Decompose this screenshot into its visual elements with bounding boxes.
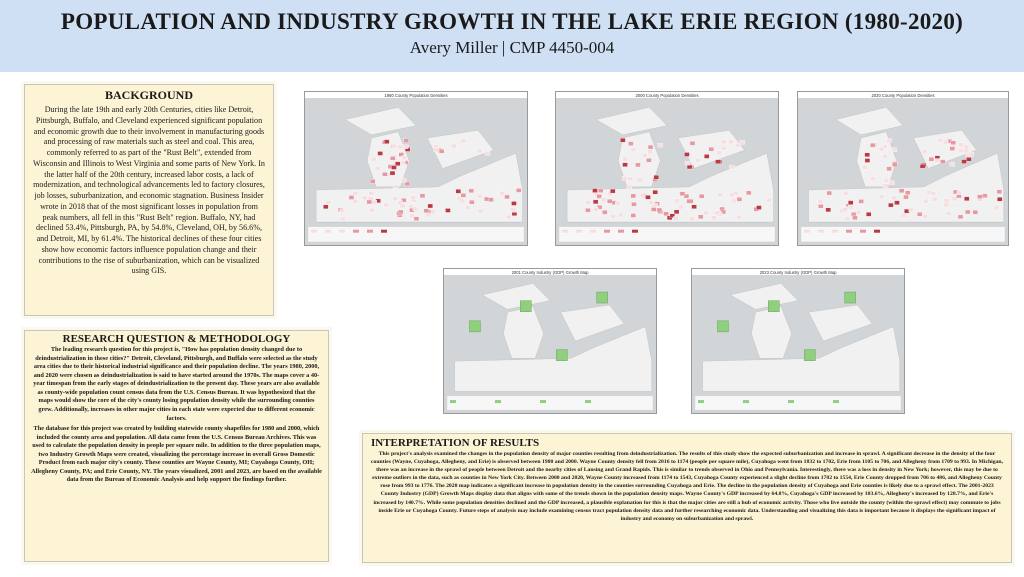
map-2023-title: 2023 County Industry (GDP) Growth Map — [759, 270, 837, 275]
research-section: RESEARCH QUESTION & METHODOLOGY The lead… — [24, 330, 329, 562]
map-graphic — [305, 98, 527, 245]
map-2001-gdp: 2001 County Industry (GDP) Growth Map — [443, 268, 657, 414]
map-2023-gdp: 2023 County Industry (GDP) Growth Map — [691, 268, 905, 414]
map-graphic — [556, 98, 778, 245]
map-1980-title: 1980 County Population Densities — [384, 93, 448, 98]
research-heading: RESEARCH QUESTION & METHODOLOGY — [62, 333, 291, 345]
map-2020-population: 2020 County Population Densities — [797, 91, 1009, 246]
map-2001-title: 2001 County Industry (GDP) Growth Map — [511, 270, 589, 275]
map-1980-population: 1980 County Population Densities — [304, 91, 528, 246]
map-graphic — [444, 275, 656, 413]
map-2020-title: 2020 County Population Densities — [871, 93, 935, 98]
research-paragraph-2: The database for this project was create… — [31, 425, 322, 484]
map-graphic — [798, 98, 1008, 245]
map-2000-title: 2000 County Population Densities — [635, 93, 699, 98]
interpretation-heading: INTERPRETATION OF RESULTS — [371, 437, 540, 449]
interpretation-text: This project's analysis examined the cha… — [371, 451, 1004, 522]
background-heading: BACKGROUND — [104, 88, 193, 102]
map-graphic — [692, 275, 904, 413]
background-text: During the late 19th and early 20th Cent… — [33, 105, 265, 276]
poster-subtitle: Avery Miller | CMP 4450-004 — [409, 38, 615, 57]
poster-title: POPULATION AND INDUSTRY GROWTH IN THE LA… — [60, 9, 964, 34]
map-2000-population: 2000 County Population Densities — [555, 91, 779, 246]
background-section: BACKGROUND During the late 19th and earl… — [24, 84, 274, 316]
interpretation-section: INTERPRETATION OF RESULTS This project's… — [362, 433, 1012, 563]
header-banner: POPULATION AND INDUSTRY GROWTH IN THE LA… — [0, 0, 1024, 72]
research-paragraph-1: The leading research question for this p… — [33, 346, 320, 422]
